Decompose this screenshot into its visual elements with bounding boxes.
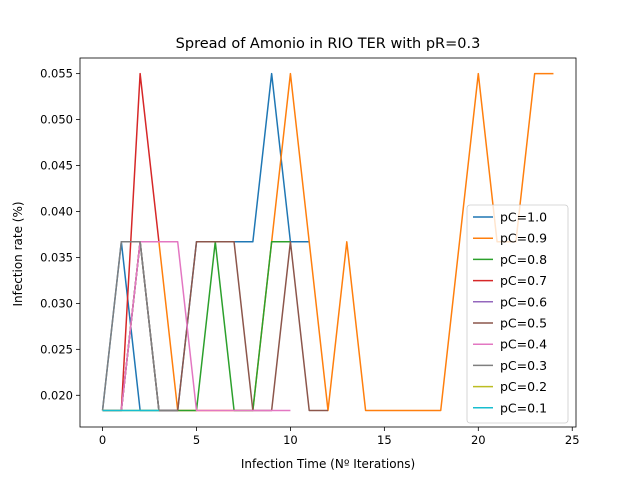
y-tick-label: 0.050 [40, 113, 73, 127]
chart-title: Spread of Amonio in RIO TER with pR=0.3 [176, 36, 481, 52]
legend-label: pC=0.4 [500, 337, 547, 352]
y-tick-label: 0.045 [40, 159, 73, 173]
y-tick-label: 0.055 [40, 67, 73, 81]
x-tick-label: 5 [193, 433, 200, 447]
x-axis-label: Infection Time (Nº Iterations) [241, 457, 415, 471]
series-line-7 [102, 241, 291, 412]
legend-label: pC=0.5 [500, 316, 547, 331]
y-axis-label: Infection rate (%) [11, 201, 25, 306]
y-tick-label: 0.040 [40, 204, 73, 218]
y-tick-label: 0.020 [40, 388, 73, 402]
legend: pC=1.0 pC=0.9 pC=0.8 pC=0.7 pC=0.6 pC=0.5 pC=0… [466, 204, 569, 424]
legend-label: pC=0.3 [500, 358, 547, 373]
axes-layer: 0 5 10 15 20 25 0.020 0.025 0.030 0.035 0.040 0.045… [40, 57, 580, 447]
legend-label: pC=1.0 [500, 210, 547, 225]
series-layer [101, 72, 554, 412]
y-tick-label: 0.025 [40, 342, 73, 356]
legend-label: pC=0.8 [500, 252, 547, 267]
y-tick-label: 0.035 [40, 250, 73, 264]
legend-label: pC=0.7 [500, 273, 547, 288]
series-line-8 [101, 241, 178, 412]
legend-label: pC=0.1 [500, 400, 547, 415]
plot-frame [79, 57, 577, 428]
x-tick-label: 10 [283, 433, 298, 447]
y-tick-label: 0.030 [40, 296, 73, 310]
x-tick-label: 25 [565, 433, 580, 447]
x-tick-label: 0 [99, 433, 106, 447]
x-tick-label: 15 [377, 433, 392, 447]
legend-label: pC=0.9 [500, 231, 547, 246]
x-tick-label: 20 [471, 433, 486, 447]
legend-label: pC=0.6 [500, 294, 547, 309]
legend-label: pC=0.2 [500, 379, 547, 394]
